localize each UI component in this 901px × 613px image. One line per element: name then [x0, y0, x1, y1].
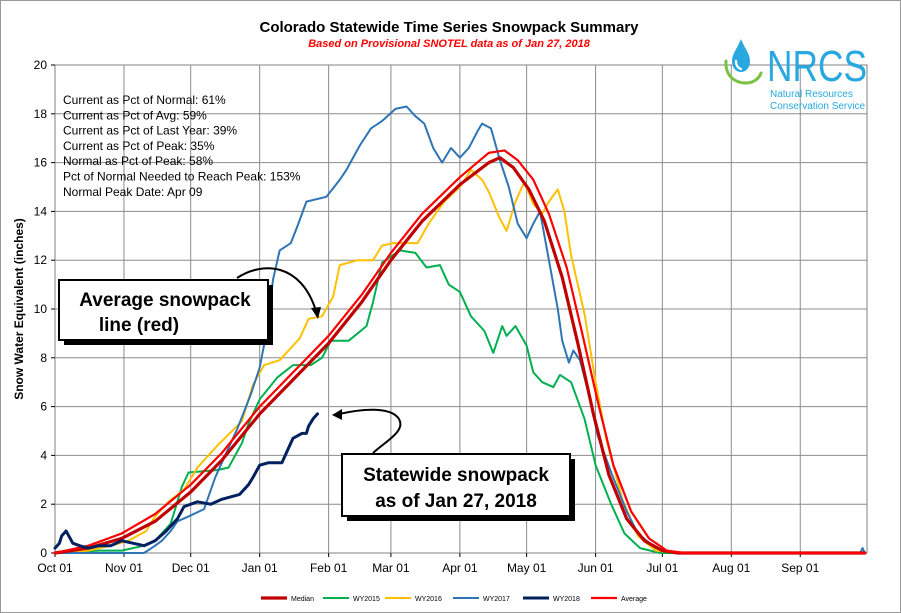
stat-line: Normal as Pct of Peak: 58% — [63, 154, 213, 168]
stat-line: Current as Pct of Normal: 61% — [63, 93, 226, 107]
average-callout-box — [58, 279, 269, 341]
y-tick-label: 10 — [34, 302, 48, 316]
legend-label: WY2015 — [353, 596, 380, 603]
water-drop-icon — [732, 39, 750, 72]
logo-line-2: Conservation Service — [770, 101, 865, 112]
y-tick-label: 2 — [40, 497, 47, 511]
y-tick-label: 14 — [34, 204, 48, 218]
legend-label: WY2017 — [483, 596, 510, 603]
y-tick-labels: 0 2 4 6 8 10 12 14 16 18 20 — [34, 58, 55, 560]
stats-block: Current as Pct of Normal: 61%Current as … — [63, 93, 301, 199]
stat-line: Normal Peak Date: Apr 09 — [63, 185, 203, 199]
series-line-wy2018 — [53, 412, 319, 550]
x-tick-label: Nov 01 — [105, 561, 143, 575]
x-tick-label: Jul 01 — [646, 561, 678, 575]
nrcs-logo: NRCS Natural Resources Conservation Serv… — [724, 39, 867, 112]
y-axis-label: Snow Water Equivalent (inches) — [12, 218, 26, 400]
x-tick-label: Feb 01 — [310, 561, 348, 575]
leaf-arc-icon — [724, 59, 763, 85]
logo-line-1: Natural Resources — [770, 89, 853, 100]
current-annotation: Statewide snowpack as of Jan 27, 2018 — [332, 408, 575, 521]
y-tick-label: 12 — [34, 253, 48, 267]
chart-title: Colorado Statewide Time Series Snowpack … — [259, 19, 639, 36]
x-tick-label: Oct 01 — [37, 561, 73, 575]
y-tick-label: 18 — [34, 107, 48, 121]
average-annotation: Average snowpack line (red) — [58, 267, 321, 345]
stat-line: Current as Pct of Avg: 59% — [63, 108, 207, 122]
x-tick-label: Apr 01 — [442, 561, 478, 575]
logo-wordmark: NRCS — [767, 42, 867, 91]
chart-subtitle: Based on Provisional SNOTEL data as of J… — [308, 38, 591, 50]
stat-line: Current as Pct of Last Year: 39% — [63, 124, 237, 138]
series-line-average — [53, 149, 866, 555]
current-callout-box — [341, 453, 571, 517]
series-lines — [53, 105, 867, 555]
x-tick-label: Aug 01 — [712, 561, 750, 575]
y-tick-label: 8 — [40, 351, 47, 365]
y-tick-label: 4 — [40, 448, 47, 462]
stat-line: Pct of Normal Needed to Reach Peak: 153% — [63, 170, 301, 184]
legend-label: WY2018 — [553, 596, 580, 603]
x-tick-label: Mar 01 — [372, 561, 410, 575]
series-line-median — [53, 156, 867, 555]
current-arrow-head — [332, 409, 342, 420]
series-line-wy2016 — [54, 168, 866, 554]
x-tick-label: Jun 01 — [578, 561, 614, 575]
y-tick-label: 16 — [34, 156, 48, 170]
average-arrow-head — [311, 307, 321, 319]
average-callout-line-2: line (red) — [99, 315, 179, 336]
legend-label: Average — [621, 596, 647, 603]
y-tick-label: 20 — [34, 58, 48, 72]
series-line-wy2015 — [54, 249, 866, 554]
average-callout-arrow — [236, 267, 317, 312]
stat-line: Current as Pct of Peak: 35% — [63, 139, 215, 153]
x-tick-label: Jan 01 — [242, 561, 278, 575]
legend-label: Median — [291, 596, 314, 603]
x-tick-label: Dec 01 — [172, 561, 210, 575]
x-tick-labels: Oct 01 Nov 01 Dec 01 Jan 01 Feb 01 Mar 01 Apr … — [37, 553, 820, 575]
current-callout-arrow — [338, 408, 402, 454]
current-callout-line-2: as of Jan 27, 2018 — [375, 491, 537, 512]
average-callout-line-1: Average snowpack — [79, 290, 251, 311]
y-tick-label: 6 — [40, 400, 47, 414]
y-tick-label: 0 — [40, 546, 47, 560]
current-callout-line-1: Statewide snowpack — [363, 465, 549, 486]
x-tick-label: May 01 — [507, 561, 547, 575]
legend: Median WY2015 WY2016 WY2017 WY2018 Average — [261, 596, 647, 603]
drop-highlight-icon — [734, 59, 743, 71]
x-tick-label: Sep 01 — [781, 561, 819, 575]
legend-label: WY2016 — [415, 596, 442, 603]
